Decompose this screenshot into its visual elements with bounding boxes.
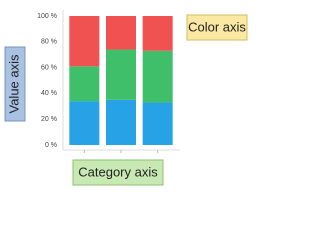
y-tick-label: 80 % (41, 39, 57, 46)
bar-segment (106, 16, 136, 50)
y-tick-label: 60 % (41, 64, 57, 71)
chart: Value axis Category axis Color axis 0 % 2… (4, 10, 248, 186)
y-tick-label: 100 % (37, 13, 57, 20)
bar-segment (142, 102, 173, 145)
y-tick-label: 40 % (41, 90, 57, 97)
color-axis-label: Color axis (188, 19, 246, 34)
category-axis-label: Category axis (78, 164, 158, 179)
y-tick-label: 20 % (41, 116, 57, 123)
color-axis-box (186, 14, 248, 41)
value-axis-box (4, 46, 26, 122)
bar-segment (69, 101, 100, 145)
value-axis-label: Value axis (6, 54, 21, 114)
bar-segment (106, 99, 136, 145)
bar-segment (69, 16, 100, 67)
bar-segment (142, 16, 173, 51)
category-axis-box (72, 159, 164, 186)
bar-segment (142, 50, 173, 103)
bar-segment (69, 66, 100, 102)
y-tick-label: 0 % (45, 142, 57, 149)
bar-segment (106, 49, 136, 100)
